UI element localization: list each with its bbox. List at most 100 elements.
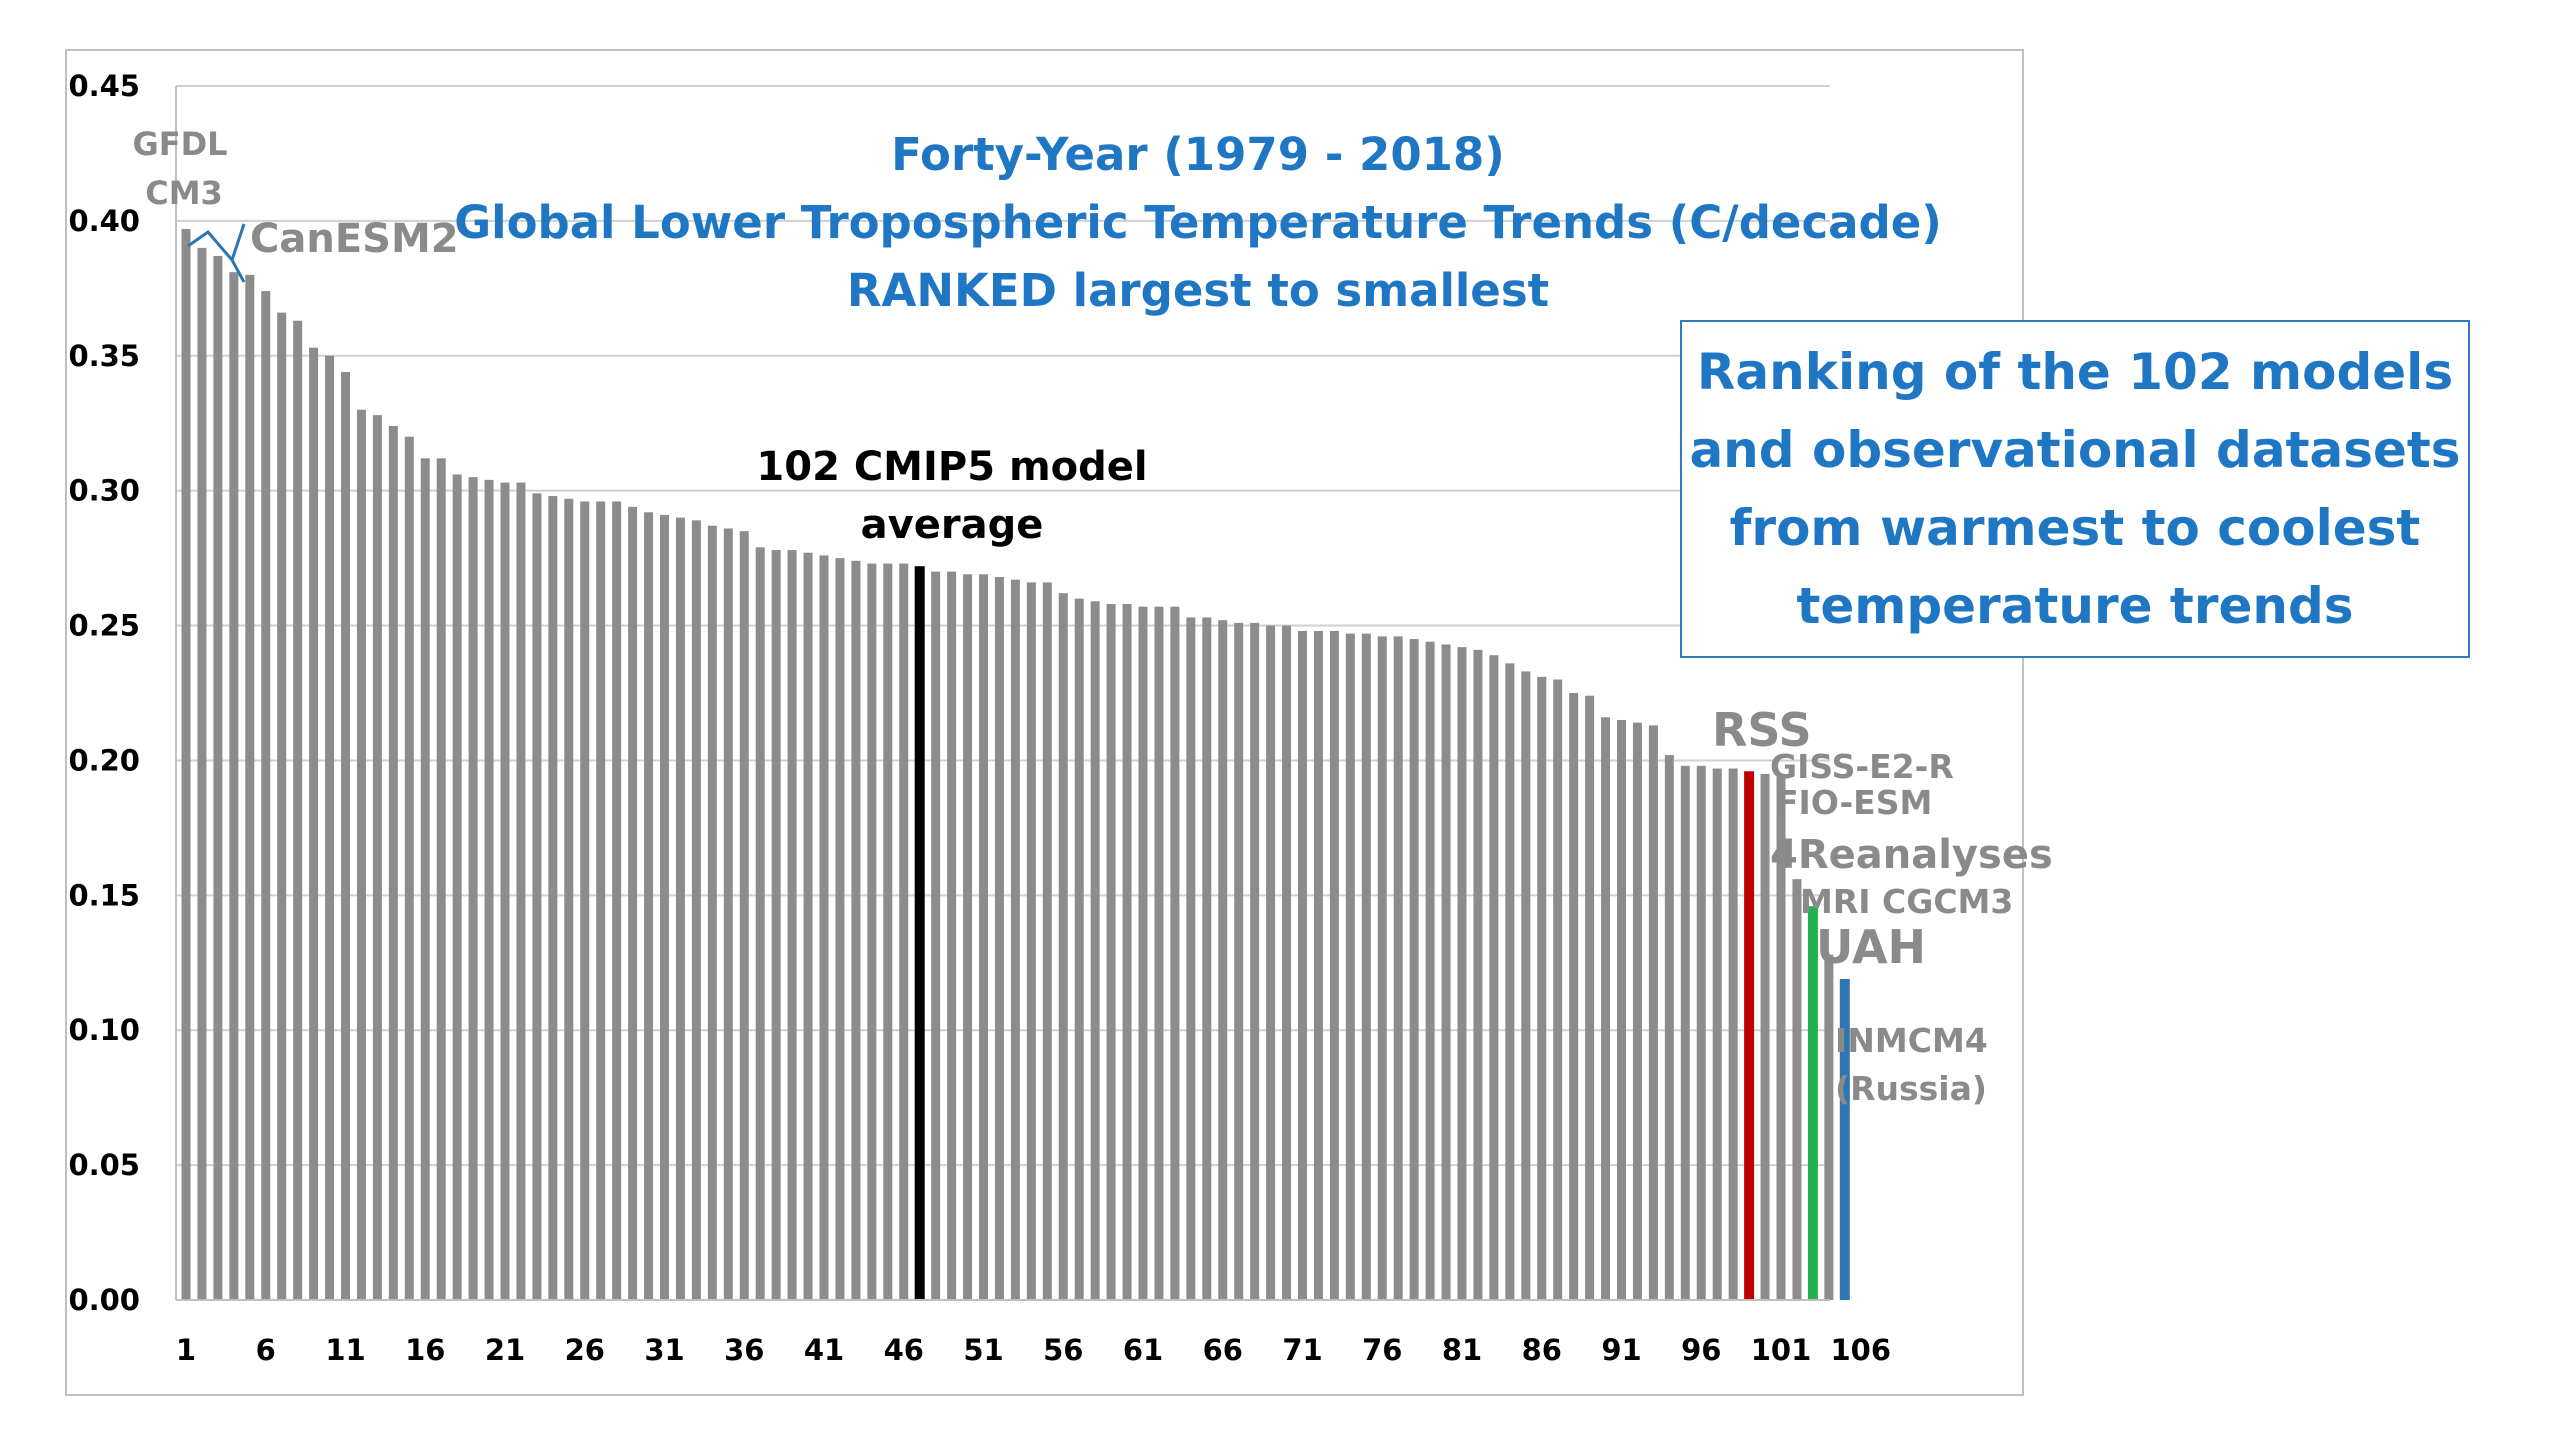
bar	[819, 555, 829, 1300]
bar	[1473, 649, 1483, 1300]
bar	[1298, 630, 1307, 1300]
bar	[229, 272, 239, 1300]
bar	[947, 571, 957, 1300]
y-tick-label: 0.25	[68, 609, 140, 643]
y-tick-label: 0.10	[68, 1013, 140, 1047]
x-tick-label: 21	[485, 1333, 525, 1367]
bar	[420, 458, 430, 1300]
bar	[899, 563, 909, 1300]
annotation-inmcm4: INMCM4	[1835, 1021, 1988, 1060]
bar	[309, 347, 319, 1300]
bar	[484, 479, 494, 1300]
x-tick-label: 71	[1282, 1333, 1322, 1367]
x-tick-label: 6	[256, 1333, 276, 1367]
bar	[1282, 625, 1292, 1300]
annotation-4reanalyses: 4Reanalyses	[1770, 832, 2053, 878]
annotation-giss-e2-r: GISS-E2-R	[1770, 747, 1954, 786]
bar	[1601, 717, 1611, 1300]
annotation-gfdl: GFDL	[132, 125, 227, 163]
bar	[1202, 617, 1212, 1300]
bar	[660, 514, 669, 1300]
bar	[1489, 655, 1499, 1300]
annotation-cm3: CM3	[145, 174, 223, 212]
x-tick-label: 51	[963, 1333, 1003, 1367]
bar	[1776, 776, 1786, 1300]
bar	[1696, 765, 1706, 1300]
annotation-rss: RSS	[1712, 703, 1812, 757]
y-tick-label: 0.00	[68, 1283, 140, 1317]
bar	[1074, 598, 1084, 1300]
x-tick-label: 91	[1601, 1333, 1641, 1367]
x-tick-label: 106	[1830, 1333, 1891, 1367]
x-tick-label: 11	[325, 1333, 365, 1367]
bar	[612, 501, 622, 1300]
bar	[1361, 633, 1371, 1300]
bar	[1345, 633, 1355, 1300]
highlight-bar	[914, 566, 925, 1300]
bar	[1377, 636, 1387, 1300]
note-text: Ranking of the 102 models and observatio…	[1689, 343, 2461, 635]
bar	[1266, 625, 1276, 1300]
bar	[883, 563, 893, 1300]
bar	[1760, 773, 1770, 1300]
annotation-model-average-line-1: 102 CMIP5 model	[756, 444, 1147, 490]
y-tick-label: 0.35	[68, 339, 140, 373]
bar	[1728, 768, 1738, 1300]
bar	[1090, 601, 1100, 1300]
bar	[723, 528, 733, 1300]
bar	[564, 498, 574, 1300]
bar	[436, 458, 446, 1300]
chart-title-line-3: RANKED largest to smallest	[847, 264, 1549, 317]
y-tick-label: 0.15	[68, 878, 140, 912]
bar	[277, 312, 287, 1300]
x-tick-label: 81	[1442, 1333, 1482, 1367]
x-tick-label: 101	[1751, 1333, 1812, 1367]
x-tick-label: 96	[1681, 1333, 1721, 1367]
x-tick-label: 41	[804, 1333, 844, 1367]
x-tick-label: 61	[1123, 1333, 1163, 1367]
x-tick-label: 31	[644, 1333, 684, 1367]
bar	[1632, 722, 1642, 1300]
annotation-uah: UAH	[1816, 920, 1926, 974]
bar	[628, 506, 638, 1300]
bar	[372, 415, 382, 1300]
bar	[1218, 620, 1228, 1300]
bar	[197, 247, 207, 1300]
bar	[1505, 663, 1515, 1300]
x-tick-label: 16	[405, 1333, 445, 1367]
y-tick-label: 0.20	[68, 743, 140, 777]
bar	[1138, 606, 1148, 1300]
bar	[851, 560, 861, 1300]
annotation-russia: (Russia)	[1835, 1069, 1987, 1108]
annotation-mri-cgcm3: MRI CGCM3	[1800, 882, 2013, 921]
bar	[452, 474, 462, 1301]
bar	[181, 228, 191, 1301]
bar	[388, 425, 398, 1300]
bar	[1042, 582, 1052, 1300]
bar	[341, 371, 350, 1300]
bar	[739, 531, 749, 1300]
bar	[1106, 603, 1116, 1300]
x-tick-label: 46	[884, 1333, 924, 1367]
bar	[835, 558, 845, 1300]
bar	[1409, 639, 1419, 1300]
bar	[755, 547, 765, 1300]
bar	[1553, 679, 1563, 1300]
chart-title-line-1: Forty-Year (1979 - 2018)	[891, 128, 1505, 181]
annotation-canesm2: CanESM2	[250, 216, 459, 262]
bar	[1617, 719, 1626, 1300]
bar	[1313, 630, 1323, 1300]
bar	[867, 563, 877, 1300]
bar	[548, 496, 558, 1300]
bar	[979, 574, 988, 1300]
x-tick-label: 36	[724, 1333, 764, 1367]
x-tick-label: 26	[565, 1333, 605, 1367]
bar	[644, 512, 654, 1300]
bar	[261, 291, 271, 1300]
bar	[1186, 617, 1196, 1300]
bar	[1792, 879, 1802, 1300]
bar	[787, 550, 797, 1300]
bar	[691, 520, 701, 1300]
x-tick-label: 86	[1522, 1333, 1562, 1367]
